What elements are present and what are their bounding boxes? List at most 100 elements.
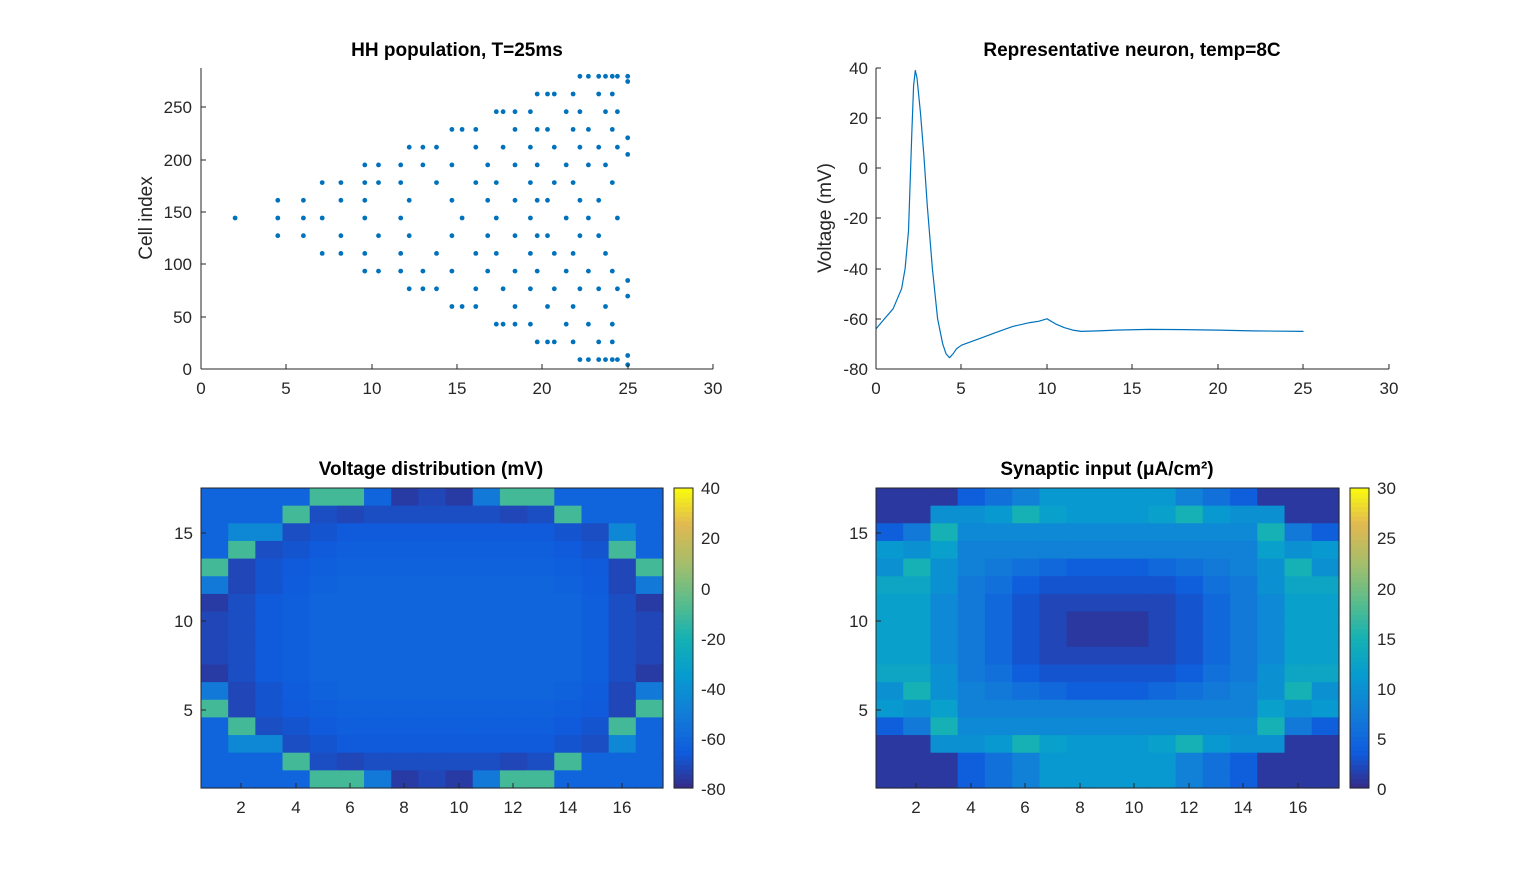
colorbar-segment [1350,698,1369,705]
colorbar-segment [674,530,693,536]
heatmap-cell [309,540,338,560]
heatmap-cell [876,488,904,507]
heatmap-cell [364,699,392,719]
heatmap-cell [336,558,365,577]
scatter-point [603,162,608,168]
heatmap-cell [608,629,637,648]
scatter-point [615,357,620,362]
heatmap-cell [418,505,447,524]
scatter-point [609,268,615,274]
colorbar-segment [1350,506,1369,513]
heatmap-cell [957,629,986,648]
scatter-point [625,135,631,141]
heatmap-cell [554,593,583,613]
heatmap-cell [445,646,474,666]
line-y-ticks: -80 -60 -40 -20 0 20 40 [843,59,881,379]
colorbar-segment [674,525,693,531]
heatmap-cell [1257,752,1286,771]
scatter-point [534,162,540,168]
heatmap-cell [282,664,311,683]
heatmap-cell [527,699,555,719]
heatmap-cell [1039,699,1068,719]
heatmap-cell [957,611,986,630]
heatmap-cell [930,576,959,595]
heatmap-cell [527,629,555,648]
heatmap-cell [445,682,474,701]
heatmap-cell [336,611,365,630]
scatter-point [406,197,412,203]
heatmap-cell [255,735,284,754]
heatmap-cell [309,735,338,754]
x-tick-label: 20 [1209,379,1228,398]
heatmap-cell [1039,505,1068,524]
heatmap-cell [1121,540,1149,560]
colorbar-tick-label: 10 [1377,680,1396,699]
heatmap-cell [1148,593,1177,613]
heatmap-cell [1093,699,1122,719]
scatter-point [449,233,455,239]
heatmap-cell [418,770,447,789]
colorbar-segment [1350,773,1369,780]
heatmap-cell [1257,629,1286,648]
heatmap-cell [1093,488,1122,507]
heatmap-cell [957,540,986,560]
scatter-point [512,321,518,327]
heatmap-cell [635,523,664,542]
heatmap-cell [282,523,311,542]
heatmap-cell [876,682,904,701]
heatmap-cell [608,646,637,666]
colorbar-segment [674,778,693,784]
colorbar-segment [1350,689,1369,695]
heatmap-cell [1093,682,1122,701]
heatmap-cell [984,523,1013,542]
voltage-colorbar-frame [673,487,694,789]
heatmap-cell [255,752,284,771]
heatmap-cell [527,770,555,789]
heatmap-cell [499,664,528,683]
x-tick-label: 15 [1123,379,1142,398]
heatmap-cell [1148,576,1177,595]
heatmap-cell [984,488,1013,507]
heatmap-cell [1066,629,1095,648]
heatmap-cell [581,770,610,789]
colorbar-segment [1350,717,1369,723]
heatmap-cell [930,611,959,630]
scatter-point [563,321,569,327]
heatmap-cell [336,629,365,648]
colorbar-segment [674,684,693,691]
colorbar-segment [674,713,693,719]
colorbar-segment [674,759,693,766]
y-tick-label: 15 [174,524,193,543]
heatmap-cell [1257,611,1286,630]
scatter-point [528,321,533,327]
scatter-point [500,321,506,327]
heatmap-cell [1039,717,1068,736]
heatmap-cell [418,593,447,613]
colorbar-segment [674,708,693,714]
colorbar-segment [1350,759,1369,766]
colorbar-segment [1350,530,1369,536]
heatmap-cell [309,611,338,630]
heatmap-cell [957,770,986,789]
heatmap-cell [336,699,365,719]
colorbar-segment [674,586,693,592]
heatmap-cell [391,593,420,613]
heatmap-cell [1284,576,1313,595]
x-tick-label: 8 [1075,798,1084,817]
heatmap-cell [608,576,637,595]
heatmap-cell [201,664,229,683]
heatmap-cell [1257,540,1286,560]
heatmap-cell [255,717,284,736]
scatter-point [459,126,465,132]
heatmap-cell [1012,593,1041,613]
heatmap-cell [1284,558,1313,577]
heatmap-cell [1257,735,1286,754]
heatmap-cell [364,576,392,595]
heatmap-cell [1175,611,1204,630]
heatmap-cell [1148,505,1177,524]
scatter-point [615,215,620,221]
heatmap-cell [228,558,256,577]
heatmap-cell [1230,717,1258,736]
scatter-point [275,215,281,221]
